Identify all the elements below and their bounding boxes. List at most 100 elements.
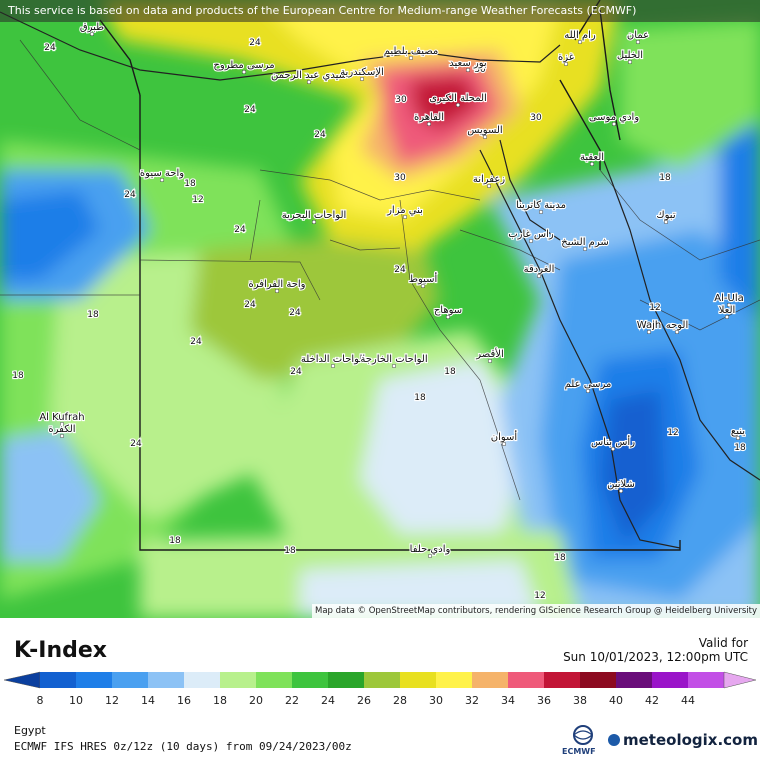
city-label[interactable]: السويس: [466, 124, 504, 137]
city-label[interactable]: سوهاج: [433, 304, 464, 317]
city-label[interactable]: سيدي عبد الرحمن: [270, 69, 348, 82]
city-label[interactable]: أسوان: [490, 429, 519, 444]
scale-tick-label: 10: [69, 694, 83, 707]
city-label[interactable]: مرسى مطروح: [212, 59, 275, 72]
meteologix-logo-text: meteologix.com: [623, 731, 758, 749]
city-marker: [675, 329, 680, 334]
scale-swatch: [688, 672, 725, 688]
city-label[interactable]: مرسى علم: [564, 378, 613, 391]
city-marker: [487, 358, 492, 363]
city-marker: [619, 488, 624, 493]
contour-label: 18: [554, 553, 566, 563]
city-label[interactable]: بور سعيد: [448, 57, 488, 70]
city-label[interactable]: العلا: [718, 304, 737, 317]
meteologix-logo[interactable]: meteologix.com: [608, 731, 758, 749]
scale-swatch: [508, 672, 545, 688]
scale-swatch: [544, 672, 581, 688]
city-label[interactable]: Wajh: [636, 319, 663, 332]
city-marker: [408, 56, 413, 61]
scale-tick-label: 28: [393, 694, 407, 707]
city-marker: [611, 446, 616, 451]
city-label[interactable]: بني مزار: [385, 204, 424, 217]
scale-tick-label: 40: [609, 694, 623, 707]
city-marker: [564, 62, 569, 67]
city-label[interactable]: الغردقة: [523, 263, 556, 276]
scale-swatch: [184, 672, 221, 688]
contour-label: 18: [169, 536, 181, 546]
k-index-map[interactable]: 24 24 24 24 24 24 24 24 24 24 24 24 30 30 30 30 18 18 18 18…: [0, 0, 760, 618]
city-marker: [359, 77, 364, 82]
city-label[interactable]: أسيوط: [408, 271, 439, 286]
city-label[interactable]: الواحات البحرية: [281, 209, 348, 222]
scale-tick-label: 42: [645, 694, 659, 707]
city-marker: [311, 219, 316, 224]
city-label[interactable]: المحلة الكبرى: [428, 92, 488, 105]
city-label[interactable]: الواحات الخارجة: [359, 353, 428, 366]
coastline: [0, 11, 760, 549]
contour-label: 24: [314, 130, 326, 140]
city-label[interactable]: Al Kufrah: [38, 411, 85, 424]
city-label[interactable]: الوجه: [665, 319, 690, 332]
city-label[interactable]: شرم الشيخ: [560, 236, 610, 249]
city-label[interactable]: وادي موسى: [588, 111, 641, 124]
city-label[interactable]: واحة الفرافرة: [247, 278, 306, 291]
city-label[interactable]: الخليل: [616, 49, 644, 62]
contour-label: 24: [244, 300, 256, 310]
city-marker: [486, 183, 491, 188]
city-label[interactable]: الإسكندرية: [339, 66, 385, 79]
scale-swatch: [364, 672, 401, 688]
contour-label: 24: [124, 190, 136, 200]
city-marker: [455, 103, 460, 108]
scale-swatch: [112, 672, 149, 688]
contour-label: 30: [394, 173, 406, 183]
contour-label: 24: [244, 105, 256, 115]
city-label[interactable]: وادي حلفا: [409, 543, 452, 556]
scale-tick-label: 36: [537, 694, 551, 707]
ecmwf-logo[interactable]: [561, 725, 605, 757]
city-label[interactable]: رأس بناس: [590, 434, 636, 449]
scale-tick-label: 22: [285, 694, 299, 707]
city-label[interactable]: عمان: [626, 29, 650, 42]
city-label[interactable]: القاهرة: [413, 111, 445, 124]
city-label[interactable]: راس غارب: [507, 228, 555, 241]
contour-label: 12: [649, 303, 660, 313]
valid-time: Sun 10/01/2023, 12:00pm UTC: [563, 650, 748, 664]
city-label[interactable]: طبرق: [79, 21, 105, 34]
contour-label: 30: [474, 65, 486, 75]
scale-tick-label: 12: [105, 694, 119, 707]
scale-low-arrow: [3, 671, 41, 689]
city-label[interactable]: غزة: [557, 51, 575, 64]
city-label[interactable]: مصيف بلطيم: [383, 45, 440, 58]
city-label[interactable]: Al-Ula: [713, 292, 745, 305]
city-label[interactable]: الكفرة: [47, 423, 76, 436]
city-label[interactable]: واحة سيوة: [139, 167, 186, 180]
map-attribution[interactable]: Map data © OpenStreetMap contributors, r…: [312, 604, 760, 618]
city-marker: [241, 70, 246, 75]
city-label[interactable]: مدينة كاترينا: [515, 199, 567, 212]
city-label[interactable]: تبوك: [655, 209, 677, 222]
contour-label: 12: [192, 195, 203, 205]
city-marker: [420, 283, 425, 288]
contour-label: 18: [444, 367, 456, 377]
legend-title: K-Index: [14, 638, 107, 663]
city-label[interactable]: زعفرانة: [472, 173, 507, 186]
city-label[interactable]: الواحات الداخلة: [300, 353, 366, 366]
scale-swatch: [400, 672, 437, 688]
scale-tick-label: 30: [429, 694, 443, 707]
city-label[interactable]: رام الله: [563, 29, 597, 42]
city-marker: [736, 435, 741, 440]
contour-label: 18: [184, 179, 196, 189]
contour-label: 18: [659, 173, 671, 183]
scale-swatch: [436, 672, 473, 688]
city-label[interactable]: العقبة: [579, 151, 605, 164]
contour-label: 18: [87, 310, 99, 320]
city-label[interactable]: شلاتين: [606, 478, 636, 491]
city-marker: [725, 314, 730, 319]
city-marker: [583, 246, 588, 251]
valid-label: Valid for: [698, 636, 748, 650]
city-label[interactable]: الأقصر: [474, 346, 505, 361]
contour-label: 24: [130, 439, 142, 449]
region-name: Egypt: [14, 724, 46, 737]
city-marker: [647, 329, 652, 334]
city-label[interactable]: ينبع: [730, 425, 747, 438]
